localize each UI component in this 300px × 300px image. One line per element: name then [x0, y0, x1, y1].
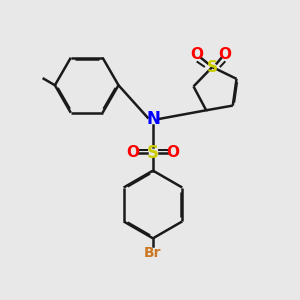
Text: O: O	[126, 146, 140, 160]
Text: O: O	[218, 47, 231, 62]
Text: S: S	[207, 59, 218, 74]
Text: O: O	[167, 146, 179, 160]
Text: S: S	[147, 144, 159, 162]
Text: N: N	[146, 110, 160, 128]
Text: Br: Br	[144, 246, 162, 260]
Text: O: O	[190, 47, 203, 62]
